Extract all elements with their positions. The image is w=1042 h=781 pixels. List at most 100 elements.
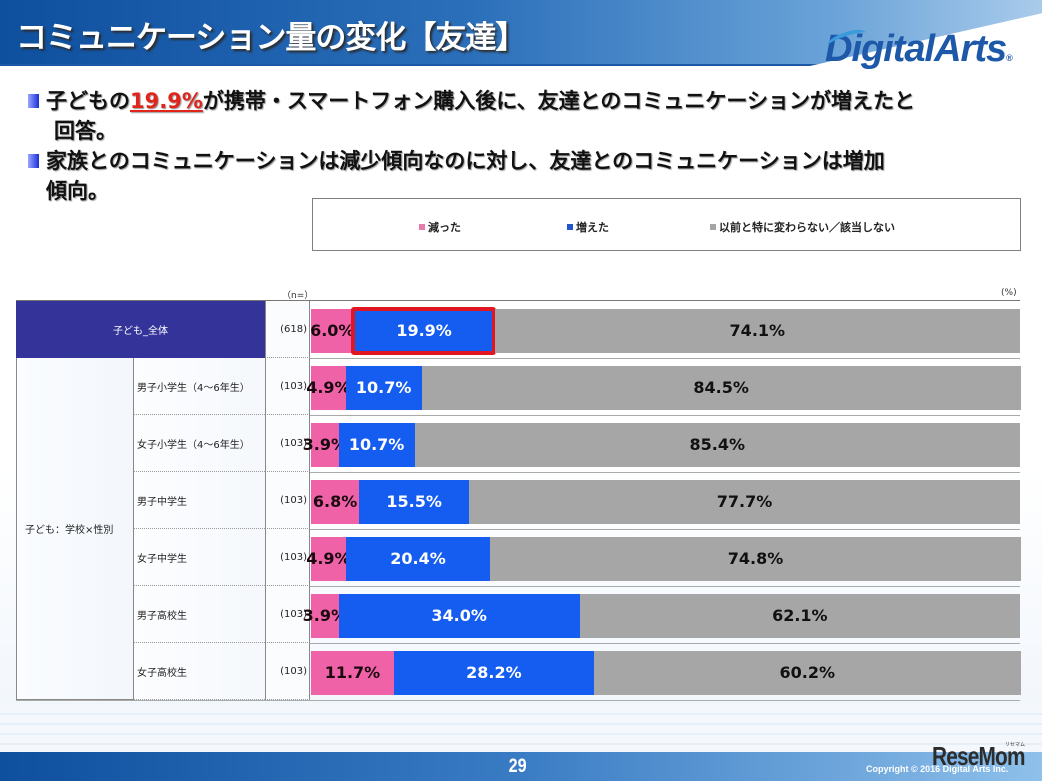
data-label: 4.9%: [306, 378, 351, 397]
table-bottom-border: [16, 700, 1020, 701]
legend-item-increased: 増えた: [567, 219, 609, 235]
bullet-1-continuation: 回答。: [26, 116, 1016, 146]
row-separator: [310, 586, 1020, 587]
page-number: 29: [508, 756, 527, 777]
data-label: 85.4%: [689, 435, 745, 454]
n-value: (103): [265, 415, 310, 472]
bar-segment-unchanged: 84.5%: [421, 365, 1021, 410]
bar-segment-increased: 10.7%: [338, 422, 415, 467]
registered-mark: ®: [1006, 53, 1013, 63]
data-label: 28.2%: [466, 663, 522, 682]
bullet-square-icon: [28, 154, 39, 168]
bullet-square-icon: [28, 94, 39, 108]
bar-segment-decreased: 3.9%: [303, 593, 347, 638]
resemom-watermark-ruby: リセマム: [1005, 742, 1026, 748]
row-separator: [310, 643, 1020, 644]
bullet-1-continuation-text: 回答。: [54, 119, 117, 143]
bar-row: 4.9% 20.4% 74.8%: [306, 536, 1021, 581]
n-value: (618): [265, 301, 310, 358]
bar-row: 6.0% 19.9% 74.1%: [310, 306, 1020, 355]
n-value: (103): [265, 529, 310, 586]
bar-segment-increased: 15.5%: [359, 479, 470, 524]
data-label: 62.1%: [772, 606, 828, 625]
bar-row: 3.9% 34.0% 62.1%: [303, 593, 1020, 638]
bar-segment-unchanged: 74.1%: [494, 308, 1020, 353]
legend-swatch-unchanged: [710, 224, 716, 230]
row-separator: [310, 472, 1020, 473]
bar-segment-decreased: 3.9%: [303, 422, 347, 467]
bar-row: 3.9% 10.7% 85.4%: [303, 422, 1020, 467]
data-label: 6.0%: [310, 321, 355, 340]
bullet-1-text-before: 子どもの: [46, 89, 130, 113]
n-column-label: （n=）: [282, 291, 314, 301]
data-label: 20.4%: [390, 549, 446, 568]
bar-segment-decreased: 6.0%: [310, 308, 355, 353]
row-separator: [310, 358, 1020, 359]
legend-label-increased: 増えた: [576, 221, 609, 234]
unit-label: (%): [1001, 288, 1017, 298]
row-separator: [310, 415, 1020, 416]
bar-segment-decreased: 6.8%: [311, 479, 360, 524]
row-separator: [310, 529, 1020, 530]
data-label: 3.9%: [302, 606, 348, 625]
data-label: 6.8%: [312, 492, 358, 511]
bullet-1-highlight: 19.9%: [130, 89, 203, 113]
bullet-2: 家族とのコミュニケーションは減少傾向なのに対し、友達とのコミュニケーションは増加: [26, 146, 1016, 176]
data-label: 15.5%: [386, 492, 442, 511]
bullet-1-text-after: が携帯・スマートフォン購入後に、友達とのコミュニケーションが増えたと: [202, 89, 915, 113]
summary-bullets: 子どもの19.9%が携帯・スマートフォン購入後に、友達とのコミュニケーションが増…: [26, 86, 1016, 206]
bar-row: 4.9% 10.7% 84.5%: [306, 365, 1021, 410]
category-total: 子ども_全体: [16, 301, 265, 358]
category-label: 男子小学生（4～6年生）: [134, 358, 265, 415]
bar-segment-unchanged: 74.8%: [490, 536, 1021, 581]
data-label: 4.9%: [306, 549, 351, 568]
bullet-2-continuation: 傾向。: [26, 176, 1016, 206]
bar-segment-increased: 34.0%: [338, 593, 580, 638]
page-title: コミュニケーション量の変化【友達】: [16, 20, 526, 56]
data-label: 10.7%: [355, 378, 412, 397]
legend-label-unchanged: 以前と特に変わらない／該当しない: [719, 221, 895, 234]
legend-swatch-decreased: [419, 224, 425, 230]
n-value: (103): [265, 586, 310, 643]
category-label: 男子高校生: [134, 586, 265, 643]
category-label: 男子中学生: [134, 472, 265, 529]
data-label: 60.2%: [779, 663, 836, 682]
legend-swatch-increased: [567, 224, 573, 230]
bar-segment-decreased: 4.9%: [306, 536, 351, 581]
decorative-stripes: [0, 705, 1042, 752]
bar-segment-increased: 19.9%: [353, 308, 495, 353]
bullet-1: 子どもの19.9%が携帯・スマートフォン購入後に、友達とのコミュニケーションが増…: [26, 86, 1016, 116]
data-label: 11.7%: [324, 663, 381, 682]
n-value: (103): [265, 358, 310, 415]
data-label: 74.1%: [729, 321, 786, 340]
bar-segment-unchanged: 85.4%: [414, 422, 1020, 467]
category-label: 女子中学生: [134, 529, 265, 586]
chart-table: （n=） (%) 子ども_全体 子ども：学校×性別 (618) 6.0% 19.9%…: [16, 284, 1026, 704]
data-label: 34.0%: [431, 606, 487, 625]
category-label: 女子高校生: [134, 643, 265, 700]
legend-item-unchanged: 以前と特に変わらない／該当しない: [710, 219, 895, 235]
legend-item-decreased: 減った: [419, 219, 461, 235]
bar-segment-unchanged: 77.7%: [469, 479, 1020, 524]
copyright-text: Copyright © 2016 Digital Arts Inc.: [866, 764, 1009, 774]
n-value: (103): [265, 643, 310, 700]
category-label: 女子小学生（4～6年生）: [134, 415, 265, 472]
bullet-2-text: 家族とのコミュニケーションは減少傾向なのに対し、友達とのコミュニケーションは増加: [46, 149, 885, 173]
data-label: 19.9%: [396, 321, 452, 340]
category-group-label: 子ども：学校×性別: [16, 358, 134, 700]
digitalarts-logo: DigitalArts®: [825, 26, 1030, 76]
bar-row: 11.7% 28.2% 60.2%: [311, 650, 1021, 695]
n-value: (103): [265, 472, 310, 529]
legend-label-decreased: 減った: [428, 221, 461, 234]
bar-segment-unchanged: 62.1%: [579, 593, 1020, 638]
chart-legend: 減った 増えた 以前と特に変わらない／該当しない: [312, 198, 1021, 251]
bar-segment-increased: 10.7%: [345, 365, 422, 410]
data-label: 3.9%: [302, 435, 348, 454]
resemom-watermark: ReseMom: [932, 741, 1025, 771]
footer-band: [0, 752, 1042, 781]
bar-row: 6.8% 15.5% 77.7%: [311, 479, 1020, 524]
bar-segment-decreased: 11.7%: [311, 650, 394, 695]
data-label: 10.7%: [348, 435, 405, 454]
bullet-2-continuation-text: 傾向。: [46, 179, 109, 203]
data-label: 84.5%: [693, 378, 749, 397]
